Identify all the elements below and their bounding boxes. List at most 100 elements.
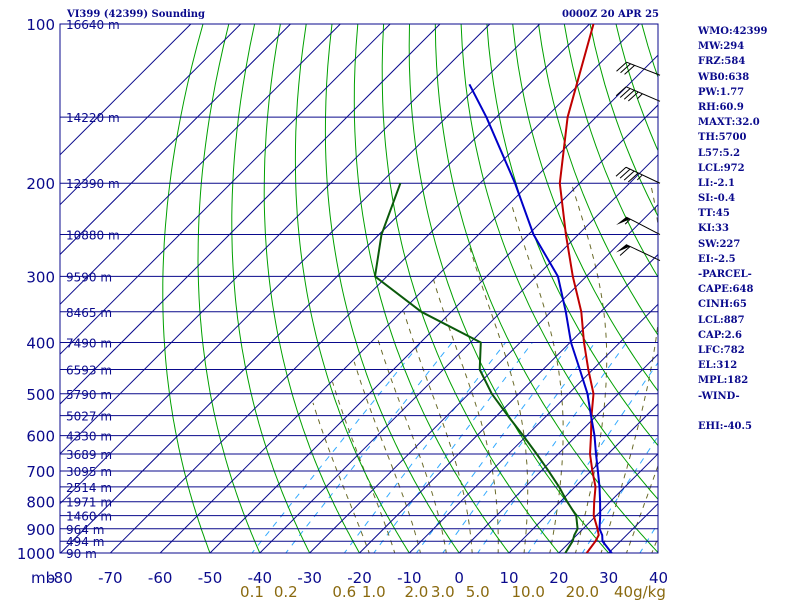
temperature-tick-label: -40 bbox=[248, 569, 273, 587]
isotherm-line bbox=[60, 24, 441, 405]
dry-adiabat-line bbox=[486, 24, 658, 447]
pressure-label: 400 bbox=[26, 334, 55, 352]
height-label: 14220 m bbox=[66, 111, 120, 125]
mixing-ratio-label: 2.0 bbox=[404, 583, 428, 600]
moist-adiabat-line bbox=[469, 247, 529, 553]
wind-barb-staff bbox=[625, 244, 661, 261]
dry-adiabat-line bbox=[162, 24, 211, 553]
wind-barbs bbox=[615, 61, 661, 261]
pressure-label: 700 bbox=[26, 463, 55, 481]
wind-barb-full bbox=[619, 88, 631, 98]
mixing-ratio-line bbox=[581, 435, 658, 553]
dry-adiabat-line bbox=[797, 24, 800, 564]
index-item: FRZ:584 bbox=[698, 56, 746, 68]
index-item: KI:33 bbox=[698, 223, 729, 235]
index-item: LI:-2.1 bbox=[698, 177, 735, 189]
height-label: 3095 m bbox=[66, 465, 112, 479]
temperature-tick-label: 0 bbox=[454, 569, 464, 587]
temperature-profile bbox=[558, 24, 600, 553]
dewpoint-profile bbox=[374, 182, 579, 553]
dry-adiabat-line bbox=[460, 24, 658, 501]
wind-barb bbox=[615, 166, 661, 184]
isotherm-line bbox=[159, 54, 658, 553]
dry-adiabat-line bbox=[324, 24, 460, 553]
wind-barb bbox=[616, 216, 661, 235]
height-label: 494 m bbox=[66, 535, 104, 549]
dry-adiabat-line bbox=[771, 24, 800, 564]
pressure-label: 300 bbox=[26, 268, 55, 286]
valid-time: 0000Z 20 APR 25 bbox=[562, 9, 659, 20]
dry-adiabat-line bbox=[381, 24, 560, 553]
moist-adiabat-line bbox=[600, 183, 658, 553]
wind-barb-staff bbox=[625, 86, 661, 102]
wind-barb-half bbox=[624, 218, 631, 225]
wind-barb bbox=[616, 244, 661, 261]
moist-adiabat-line bbox=[433, 280, 499, 553]
mixing-ratio-label: 20.0 bbox=[566, 583, 599, 600]
temperature-tick-label: 40 bbox=[649, 569, 668, 587]
dry-adiabat-line bbox=[563, 24, 658, 279]
temperature-tick-label: -80 bbox=[48, 569, 73, 587]
wind-barb-full bbox=[619, 246, 631, 256]
wind-barb-staff bbox=[626, 61, 661, 76]
isotherm-line bbox=[60, 24, 192, 156]
index-item: LCL:887 bbox=[698, 314, 745, 326]
pressure-label: 600 bbox=[26, 428, 55, 446]
dry-adiabat-line bbox=[263, 24, 361, 553]
moist-adiabats bbox=[312, 183, 658, 553]
dry-adiabat-line bbox=[589, 24, 658, 218]
dry-adiabat-line bbox=[197, 24, 261, 553]
mixing-ratio-label: 40g/kg bbox=[614, 583, 666, 600]
mixing-ratio-line bbox=[251, 342, 422, 553]
moist-adiabat-line bbox=[353, 361, 421, 553]
height-label: 964 m bbox=[66, 523, 104, 537]
index-item: CAPE:648 bbox=[698, 284, 754, 296]
isotherm-line bbox=[558, 453, 658, 553]
temperature-tick-label: -50 bbox=[198, 569, 223, 587]
moist-adiabat-line bbox=[312, 402, 370, 553]
wind-barb-full bbox=[624, 64, 635, 75]
mixing-ratio-label: 3.0 bbox=[431, 583, 455, 600]
wind-barb-full bbox=[619, 168, 631, 179]
mixing-ratio-label: 0.2 bbox=[274, 583, 298, 600]
temperature-tick-label: -30 bbox=[297, 569, 322, 587]
pressure-label: 800 bbox=[26, 494, 55, 512]
height-label: 16640 m bbox=[66, 18, 120, 32]
stability-indices: WMO:42399 MW:294 FRZ:584 WB0:638 PW:1.77 RH:6… bbox=[698, 24, 768, 434]
dry-adiabat-line bbox=[538, 24, 658, 336]
isotherm-line bbox=[309, 203, 658, 553]
temperature-tick-label: 30 bbox=[599, 569, 618, 587]
temperature-tick-label: 20 bbox=[549, 569, 568, 587]
isotherm-line bbox=[60, 24, 391, 355]
index-item: SI:-0.4 bbox=[698, 193, 736, 205]
index-item: -PARCEL- bbox=[698, 269, 752, 280]
index-item: MW:294 bbox=[698, 41, 745, 53]
index-item: EI:-2.5 bbox=[698, 253, 736, 265]
wind-barb-flag bbox=[616, 244, 631, 253]
wind-barb-half bbox=[637, 93, 643, 100]
mixing-ratio-line bbox=[285, 342, 453, 553]
isotherm-line bbox=[408, 303, 658, 553]
index-item: SW:227 bbox=[698, 238, 741, 250]
isotherm-line bbox=[359, 253, 658, 553]
mixing-ratio-label: 5.0 bbox=[466, 583, 490, 600]
isotherm-line bbox=[60, 24, 491, 455]
wind-barb-staff bbox=[625, 166, 661, 184]
dry-adiabat-line bbox=[294, 24, 410, 553]
isotherm-line bbox=[60, 24, 541, 505]
height-label: 1460 m bbox=[66, 510, 112, 524]
height-label: 4330 m bbox=[66, 430, 112, 444]
pressure-label: 100 bbox=[26, 16, 55, 34]
height-label: 2514 m bbox=[66, 481, 112, 495]
index-item: LCL:972 bbox=[698, 162, 745, 174]
mixing-ratio-label: 10.0 bbox=[512, 583, 545, 600]
height-label: 90 m bbox=[66, 547, 97, 561]
wind-barb-full bbox=[623, 170, 635, 181]
isotherm-line bbox=[60, 24, 590, 553]
sounding-profiles bbox=[374, 24, 613, 553]
wind-barb-full bbox=[615, 166, 627, 177]
wind-barb-full bbox=[623, 89, 635, 100]
mixing-ratio-label: 0.1 bbox=[240, 583, 264, 600]
isotherm-line bbox=[60, 24, 242, 206]
